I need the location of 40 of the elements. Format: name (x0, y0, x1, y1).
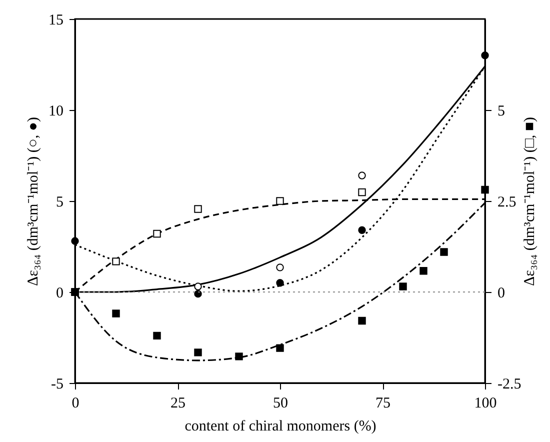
point (440, 248, 448, 256)
y-tick-label: 15 (48, 12, 64, 28)
x-tick-label: 25 (170, 396, 186, 412)
y2-tick-label: 0 (498, 286, 505, 302)
y-axis-title: Δε₃₆₄ (dm³cm⁻¹mol⁻¹) (○, ●) (26, 116, 42, 286)
y-tick-label: -5 (51, 376, 64, 392)
y2-axis-title: Δε₃₆₄ (dm³cm⁻¹mol⁻¹) (□, ■) (522, 116, 538, 286)
point (399, 282, 407, 290)
point (194, 282, 202, 290)
x-tick-label: 100 (474, 396, 497, 412)
x-tick-label: 50 (273, 396, 288, 412)
y-tick-label: 5 (56, 194, 64, 210)
point (358, 188, 366, 196)
point (112, 258, 120, 266)
point (358, 172, 366, 180)
point (235, 352, 243, 360)
point (153, 332, 161, 340)
point (194, 348, 202, 356)
point (420, 267, 428, 275)
point (358, 316, 366, 325)
point (194, 205, 202, 213)
y-tick-label: 10 (48, 104, 64, 120)
point (112, 310, 120, 318)
y2-tick-label: 5 (498, 104, 505, 120)
point (194, 290, 202, 298)
point (276, 344, 284, 352)
point (276, 264, 284, 272)
y2-tick-label: -2.5 (498, 376, 522, 392)
point (153, 230, 161, 238)
point (481, 52, 489, 60)
point (71, 237, 79, 245)
y-tick-label: 0 (56, 286, 64, 302)
point (481, 186, 489, 194)
x-axis-title: content of chiral monomers (%) (184, 418, 376, 434)
point (276, 197, 284, 205)
y2-tick-label: 2.5 (498, 194, 516, 210)
x-tick-label: 75 (376, 396, 390, 412)
point (358, 226, 366, 234)
x-tick-label: 0 (72, 396, 80, 412)
point (276, 279, 284, 287)
